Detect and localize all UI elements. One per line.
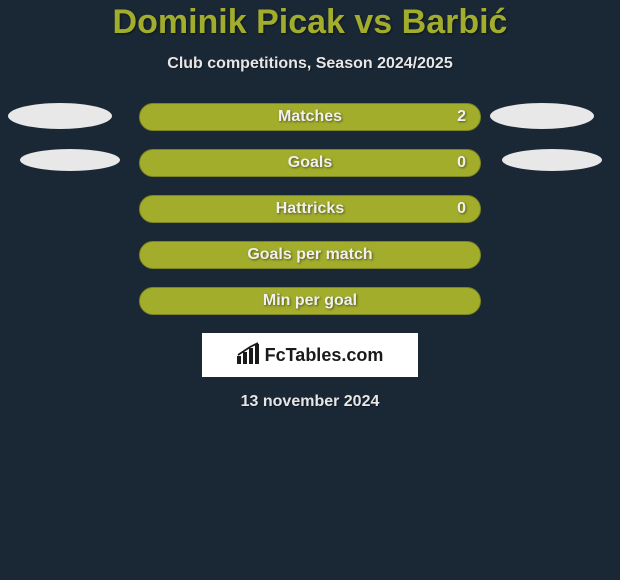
stat-label: Hattricks	[276, 200, 344, 218]
stat-bar: Goals per match	[139, 241, 481, 269]
stat-value: 0	[457, 154, 466, 172]
infographic-container: Dominik Picak vs Barbić Club competition…	[0, 0, 620, 411]
stat-label: Goals per match	[247, 246, 372, 264]
subtitle: Club competitions, Season 2024/2025	[167, 55, 452, 73]
chart-icon	[237, 342, 261, 369]
stat-label: Goals	[288, 154, 332, 172]
date-text: 13 november 2024	[241, 393, 380, 411]
main-title: Dominik Picak vs Barbić	[113, 4, 508, 41]
stat-value: 0	[457, 200, 466, 218]
stat-bar: Goals 0	[139, 149, 481, 177]
brand-badge: FcTables.com	[202, 333, 418, 377]
stat-label: Matches	[278, 108, 342, 126]
stat-row: Matches 2	[0, 103, 620, 131]
stat-bar: Hattricks 0	[139, 195, 481, 223]
stat-row: Min per goal	[0, 287, 620, 315]
stat-rows: Matches 2 Goals 0 Hattricks 0 Goals per match M…	[0, 103, 620, 315]
stat-bar: Min per goal	[139, 287, 481, 315]
stat-bar: Matches 2	[139, 103, 481, 131]
brand-text: FcTables.com	[265, 345, 384, 366]
stat-row: Goals per match	[0, 241, 620, 269]
stats-section: Matches 2 Goals 0 Hattricks 0 Goals per match M…	[0, 103, 620, 315]
stat-row: Hattricks 0	[0, 195, 620, 223]
stat-row: Goals 0	[0, 149, 620, 177]
stat-value: 2	[457, 108, 466, 126]
stat-label: Min per goal	[263, 292, 357, 310]
